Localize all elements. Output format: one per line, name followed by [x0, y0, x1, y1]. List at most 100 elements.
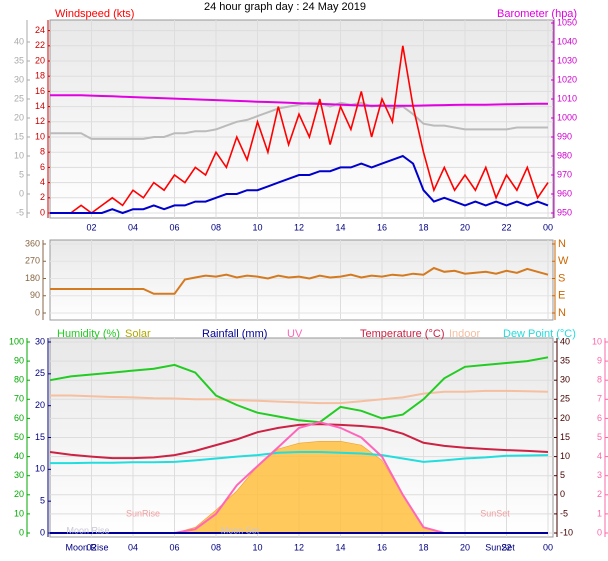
y-tick-label: 15 — [14, 131, 24, 141]
x-tick-label: 20 — [460, 542, 470, 552]
y-tick-label: 12 — [35, 116, 45, 126]
x-tick-label: 16 — [377, 222, 387, 232]
annotation: Moon Rise — [65, 542, 108, 552]
y-tick-label: 0 — [597, 527, 602, 537]
y-tick-label: 6 — [40, 162, 45, 172]
y-tick-label: 40 — [14, 451, 24, 461]
y-tick-label: 1050 — [557, 17, 577, 27]
y-tick-label: 4 — [597, 451, 602, 461]
y-tick-label: 950 — [557, 207, 572, 217]
y-tick-label: 980 — [557, 150, 572, 160]
legend-label: Solar — [125, 328, 151, 340]
plot-area — [49, 239, 554, 321]
y-tick-label: -10 — [560, 527, 573, 537]
annotation: Moon Rise — [66, 525, 109, 535]
y-tick-label: 5 — [19, 169, 24, 179]
y-tick-label: 0 — [40, 207, 45, 217]
legend-label: Dew Point (°C) — [503, 328, 576, 340]
x-tick-label: 02 — [86, 542, 96, 552]
line — [50, 45, 549, 214]
y-tick-label: 30 — [14, 74, 24, 84]
y-tick-label: 24 — [35, 25, 45, 35]
y-tick-label: 18 — [35, 71, 45, 81]
y-tick-label: 30 — [560, 375, 570, 385]
y-tick-label: 25 — [35, 368, 45, 378]
y-tick-label: 9 — [597, 355, 602, 365]
y-tick-label: 8 — [597, 375, 602, 385]
y-tick-label: -5 — [560, 508, 568, 518]
y-tick-label: 0 — [19, 527, 24, 537]
x-tick-label: 22 — [501, 222, 511, 232]
x-tick-label: 14 — [335, 222, 345, 232]
y-tick-label: 270 — [25, 256, 40, 266]
y-tick-label: 90 — [14, 355, 24, 365]
y-tick-label: 0 — [40, 527, 45, 537]
y-tick-label: 25 — [560, 394, 570, 404]
y-tick-label: 50 — [14, 432, 24, 442]
legend-label: Barometer (hpa) — [497, 8, 577, 20]
y-tick-label: N — [558, 238, 566, 250]
x-tick-label: 00 — [543, 542, 553, 552]
y-tick-label: 20 — [35, 400, 45, 410]
y-tick-label: 8 — [40, 147, 45, 157]
line — [50, 101, 548, 140]
x-tick-label: 12 — [294, 222, 304, 232]
y-tick-label: 20 — [560, 413, 570, 423]
y-tick-label: 4 — [40, 177, 45, 187]
y-tick-label: 35 — [14, 55, 24, 65]
y-tick-label: -5 — [16, 207, 24, 217]
y-tick-label: 15 — [560, 432, 570, 442]
chart-title: 24 hour graph day : 24 May 2019 — [204, 1, 366, 13]
y-tick-label: 990 — [557, 131, 572, 141]
y-tick-label: 1 — [597, 508, 602, 518]
y-tick-label: 1020 — [557, 74, 577, 84]
y-tick-label: 7 — [597, 394, 602, 404]
line — [49, 423, 549, 460]
y-tick-label: 1000 — [557, 112, 577, 122]
y-tick-label: 15 — [35, 432, 45, 442]
y-tick-label: 20 — [14, 489, 24, 499]
y-tick-label: 10 — [592, 336, 602, 346]
y-tick-label: N — [558, 307, 566, 319]
y-tick-label: 10 — [35, 131, 45, 141]
x-tick-label: 14 — [335, 542, 345, 552]
annotation: SunSet — [480, 508, 510, 518]
line — [50, 389, 549, 405]
line — [50, 266, 549, 295]
x-tick-label: 22 — [501, 542, 511, 552]
annotation: Moon Set — [221, 525, 260, 535]
y-tick-label: 960 — [557, 188, 572, 198]
y-tick-label: 5 — [40, 496, 45, 506]
y-tick-label: 100 — [9, 336, 24, 346]
y-tick-label: 25 — [14, 93, 24, 103]
line — [50, 451, 549, 465]
y-tick-label: 0 — [35, 307, 40, 317]
y-tick-label: 14 — [35, 101, 45, 111]
y-tick-label: E — [558, 290, 565, 302]
y-tick-label: 6 — [597, 413, 602, 423]
line — [50, 94, 548, 107]
legend-label: Indoor — [449, 328, 481, 340]
y-tick-label: 2 — [597, 489, 602, 499]
y-tick-label: 70 — [14, 394, 24, 404]
y-tick-label: 5 — [597, 432, 602, 442]
y-tick-label: 90 — [30, 290, 40, 300]
y-tick-label: 970 — [557, 169, 572, 179]
x-tick-label: 04 — [128, 542, 138, 552]
y-tick-label: 1030 — [557, 55, 577, 65]
x-tick-label: 20 — [460, 222, 470, 232]
x-tick-label: 08 — [211, 542, 221, 552]
x-tick-label: 10 — [252, 222, 262, 232]
legend-label: Windspeed (kts) — [55, 8, 134, 20]
y-tick-label: 5 — [560, 470, 565, 480]
x-tick-label: 06 — [169, 222, 179, 232]
y-tick-label: 2 — [40, 192, 45, 202]
y-tick-label: 10 — [14, 508, 24, 518]
y-tick-label: 0 — [19, 188, 24, 198]
y-tick-label: 80 — [14, 375, 24, 385]
line — [50, 154, 549, 215]
y-tick-label: 60 — [14, 413, 24, 423]
y-tick-label: 20 — [14, 112, 24, 122]
x-tick-label: 16 — [377, 542, 387, 552]
